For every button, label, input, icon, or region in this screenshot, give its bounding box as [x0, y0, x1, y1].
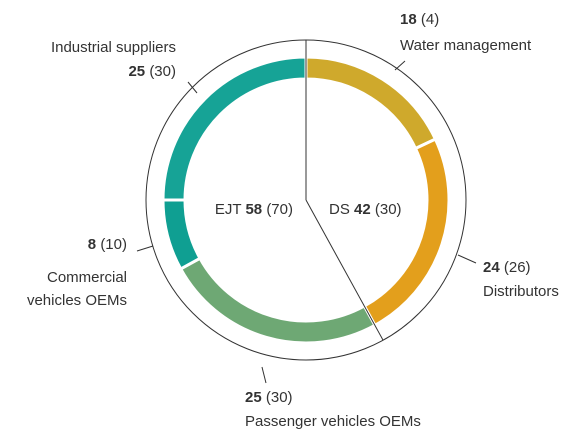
- segment-label: Industrial suppliers: [51, 39, 176, 56]
- segment: [304, 55, 438, 151]
- value: 25: [128, 63, 145, 80]
- group-label: DS 42 (30): [329, 201, 402, 218]
- segment-value: 25 (30): [128, 63, 176, 80]
- value: 25: [245, 389, 262, 406]
- segment-label: Passenger vehicles OEMs: [245, 413, 421, 429]
- leader-line: [457, 254, 477, 264]
- previous-value: (4): [421, 11, 439, 28]
- group-previous: (30): [375, 201, 402, 218]
- value: 24: [483, 259, 500, 276]
- leader-line: [261, 366, 267, 384]
- segment-label: Commercial: [47, 269, 127, 286]
- value: 8: [88, 236, 96, 253]
- group-value: 58: [245, 201, 262, 218]
- segment-value: 8 (10): [88, 236, 127, 253]
- leader-line: [187, 81, 198, 94]
- group-label: EJT 58 (70): [215, 201, 293, 218]
- leader-line: [136, 245, 154, 252]
- group-name: EJT: [215, 201, 242, 218]
- segment-label: Distributors: [483, 283, 559, 300]
- segment: [362, 137, 451, 328]
- group-value: 42: [354, 201, 371, 218]
- previous-value: (26): [504, 259, 531, 276]
- group-previous: (70): [266, 201, 293, 218]
- segment-value: 25 (30): [245, 389, 293, 406]
- segment-label: vehicles OEMs: [27, 292, 127, 309]
- previous-value: (30): [149, 63, 176, 80]
- leader-line: [394, 60, 406, 71]
- segment-value: 18 (4): [400, 11, 439, 28]
- group-name: DS: [329, 201, 350, 218]
- segment: [161, 55, 308, 202]
- value: 18: [400, 11, 417, 28]
- segment-value: 24 (26): [483, 259, 531, 276]
- previous-value: (30): [266, 389, 293, 406]
- segment: [178, 256, 377, 345]
- previous-value: (10): [100, 236, 127, 253]
- divider: [305, 199, 384, 341]
- segment: [161, 198, 203, 271]
- segment-label: Water management: [400, 37, 532, 54]
